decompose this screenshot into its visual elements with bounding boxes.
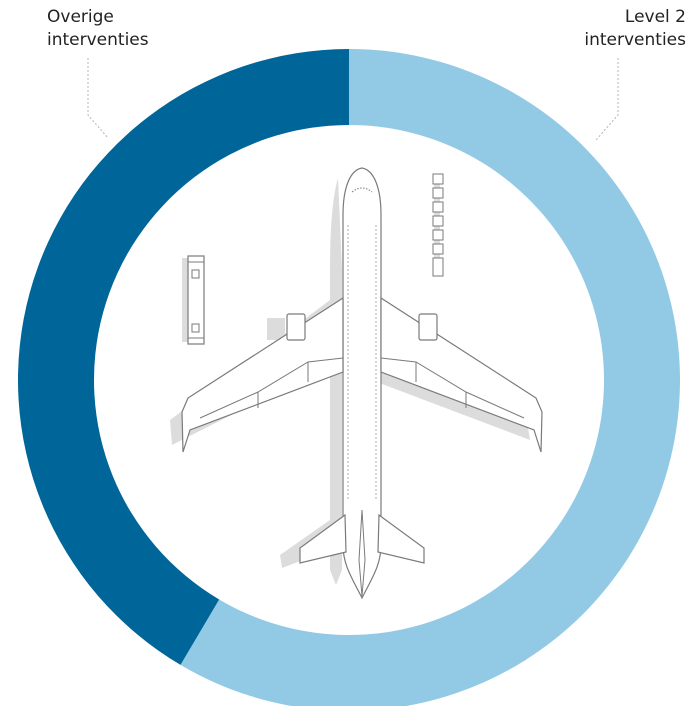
leader-line-overige xyxy=(87,58,109,139)
leader-line-level2 xyxy=(595,58,619,141)
donut-slice-overige xyxy=(17,49,349,665)
legend-label-level2-line1: Level 2 xyxy=(624,7,686,27)
legend-label-level2-line2: interventies xyxy=(584,30,686,50)
donut-slices xyxy=(17,49,680,706)
airplane-top-view-icon xyxy=(170,167,543,600)
legend-label-level2: Level 2 interventies xyxy=(584,6,686,52)
legend-label-overige: Overige interventies xyxy=(47,6,149,52)
legend-label-overige-line2: interventies xyxy=(47,30,149,50)
legend-label-overige-line1: Overige xyxy=(47,7,114,27)
donut-slice-level2 xyxy=(180,49,680,706)
